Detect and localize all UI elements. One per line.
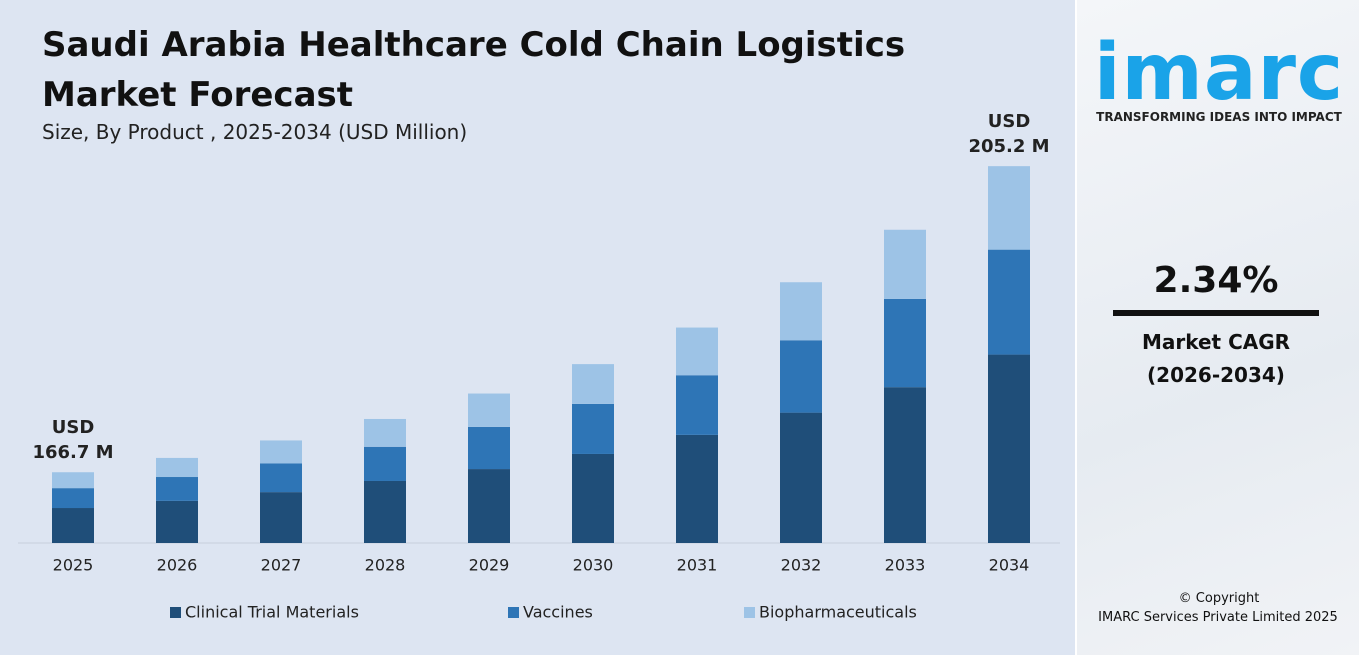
bar-segment — [468, 393, 510, 427]
cagr-period: (2026-2034) — [1147, 363, 1285, 387]
copyright: © Copyright — [1178, 591, 1260, 606]
cagr-value: 2.34% — [1153, 260, 1279, 301]
x-tick-label: 2025 — [53, 556, 94, 575]
bar-segment — [676, 375, 718, 435]
bar-segment — [260, 463, 302, 493]
legend-swatch — [508, 607, 519, 618]
x-tick-label: 2033 — [885, 556, 926, 575]
bar-segment — [988, 166, 1030, 250]
bar-segment — [156, 457, 198, 478]
legend-label: Clinical Trial Materials — [185, 603, 359, 622]
logo: imarc — [1093, 28, 1345, 118]
bar-segment — [572, 403, 614, 454]
bar-segment — [780, 412, 822, 543]
bar-segment — [676, 327, 718, 376]
total-label: 166.7 M — [32, 442, 113, 463]
chart-subtitle: Size, By Product , 2025-2034 (USD Millio… — [42, 120, 468, 144]
bar-segment — [676, 434, 718, 543]
tagline: TRANSFORMING IDEAS INTO IMPACT — [1096, 110, 1342, 124]
sidebar: imarc TRANSFORMING IDEAS INTO IMPACT 2.3… — [1077, 0, 1359, 655]
legend-label: Biopharmaceuticals — [759, 603, 917, 622]
legend-swatch — [170, 607, 181, 618]
chart-panel: Saudi Arabia Healthcare Cold Chain Logis… — [0, 0, 1075, 655]
bar-segment — [780, 340, 822, 413]
bar-segment — [468, 426, 510, 470]
company: IMARC Services Private Limited 2025 — [1098, 610, 1338, 625]
bar-segment — [884, 229, 926, 299]
x-tick-label: 2031 — [677, 556, 718, 575]
bar-segment — [572, 453, 614, 543]
bar-segment — [52, 488, 94, 509]
bar-segment — [260, 440, 302, 464]
chart: 2025 2026 2027 2028 2029 2030 2031 2032 2033 2034… — [18, 111, 1060, 622]
bar-segment — [988, 249, 1030, 355]
total-label: 205.2 M — [968, 136, 1049, 157]
legend-swatch — [744, 607, 755, 618]
chart-title: Saudi Arabia Healthcare Cold Chain Logis… — [42, 25, 906, 115]
bar-segment — [884, 387, 926, 543]
bar-segment — [156, 477, 198, 501]
bar-segment — [52, 472, 94, 489]
x-tick-label: 2034 — [989, 556, 1030, 575]
bar-segment — [52, 508, 94, 543]
total-label-prefix: USD — [52, 417, 95, 438]
bar-segment — [468, 469, 510, 543]
x-tick-label: 2026 — [157, 556, 198, 575]
bar-segment — [364, 480, 406, 543]
x-tick-label: 2029 — [469, 556, 510, 575]
x-tick-label: 2030 — [573, 556, 614, 575]
total-label-prefix: USD — [988, 111, 1031, 132]
bar-segment — [364, 418, 406, 447]
bar-segment — [780, 282, 822, 341]
x-tick-label: 2027 — [261, 556, 302, 575]
bar-segment — [156, 500, 198, 543]
bar-segment — [884, 298, 926, 388]
cagr-label: Market CAGR — [1141, 330, 1291, 354]
legend-label: Vaccines — [523, 603, 593, 622]
divider — [1113, 310, 1319, 316]
bar-segment — [260, 492, 302, 543]
bar-segment — [572, 364, 614, 404]
x-tick-label: 2032 — [781, 556, 822, 575]
bar-segment — [988, 354, 1030, 543]
bar-segment — [364, 446, 406, 481]
x-tick-label: 2028 — [365, 556, 406, 575]
